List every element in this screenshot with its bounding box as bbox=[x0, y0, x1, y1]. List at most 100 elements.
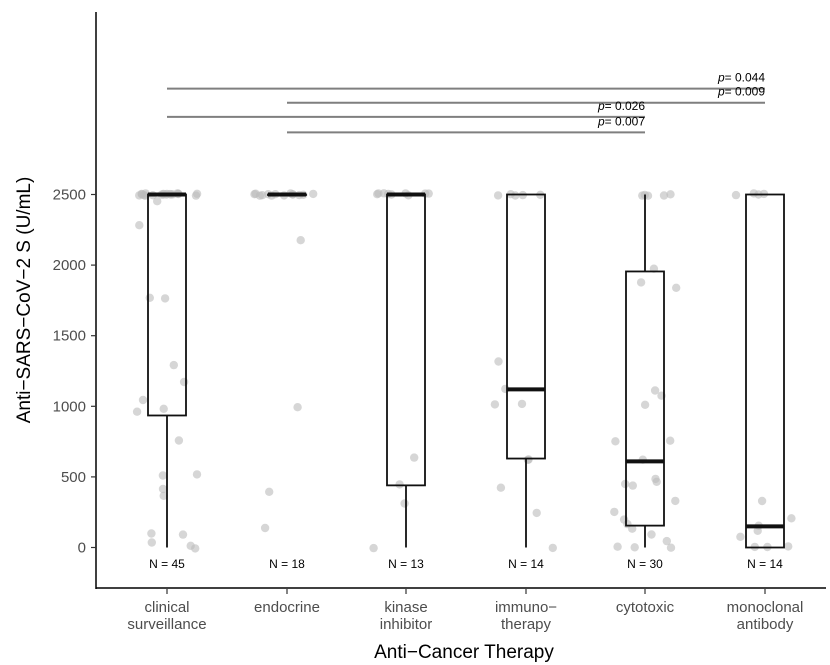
p-value-label: p= 0.026 bbox=[597, 99, 645, 113]
data-point bbox=[400, 499, 409, 508]
data-point bbox=[757, 496, 767, 506]
x-tick-label: kinase bbox=[384, 599, 427, 616]
p-value-label: p= 0.007 bbox=[597, 114, 645, 128]
data-point bbox=[135, 221, 144, 230]
data-point bbox=[265, 487, 274, 496]
data-point bbox=[159, 404, 168, 413]
data-point bbox=[191, 544, 200, 553]
data-point bbox=[139, 191, 149, 200]
x-tick-label: cytotoxic bbox=[616, 599, 675, 616]
x-tick-label: clinical bbox=[144, 599, 189, 616]
y-tick-label: 2000 bbox=[53, 257, 86, 274]
y-axis-title: Anti−SARS−CoV−2 S (U/mL) bbox=[14, 177, 35, 424]
data-point bbox=[178, 530, 188, 539]
data-point bbox=[309, 189, 318, 199]
data-point bbox=[490, 400, 500, 409]
axes bbox=[95, 12, 826, 589]
x-tick-label: antibody bbox=[737, 616, 794, 633]
data-point bbox=[169, 360, 178, 370]
data-point bbox=[158, 484, 168, 494]
y-ticks: 0 500 1000 1500 2000 2500 bbox=[53, 187, 96, 557]
data-point bbox=[158, 471, 168, 480]
data-point bbox=[523, 455, 533, 464]
y-tick-label: 500 bbox=[61, 469, 86, 486]
x-tick-label: therapy bbox=[501, 616, 552, 633]
data-point bbox=[379, 189, 389, 198]
box-body bbox=[506, 193, 546, 460]
boxes bbox=[147, 192, 785, 549]
y-tick-label: 2500 bbox=[53, 187, 86, 204]
data-point bbox=[494, 357, 503, 366]
data-point bbox=[666, 436, 675, 445]
data-point bbox=[174, 436, 184, 445]
data-point bbox=[787, 514, 796, 523]
data-point bbox=[145, 293, 154, 302]
n-label: N = 13 bbox=[388, 557, 424, 571]
data-point bbox=[672, 283, 681, 292]
data-point bbox=[258, 191, 267, 200]
p-value-label: p= 0.009 bbox=[717, 85, 765, 99]
data-point bbox=[652, 477, 661, 486]
data-point bbox=[650, 386, 660, 395]
data-point bbox=[147, 538, 156, 547]
data-point bbox=[159, 491, 168, 500]
n-labels: N = 45 N = 18 N = 13 N = 14 N = 30 N = 14 bbox=[149, 557, 783, 571]
data-point bbox=[369, 543, 378, 553]
data-point bbox=[160, 294, 170, 303]
data-point bbox=[784, 542, 793, 551]
jitter-points bbox=[132, 189, 796, 553]
data-point bbox=[636, 278, 646, 287]
data-point bbox=[293, 403, 302, 412]
data-point bbox=[496, 483, 506, 492]
n-label: N = 14 bbox=[747, 557, 783, 571]
data-point bbox=[532, 508, 541, 518]
data-point bbox=[147, 529, 156, 538]
n-label: N = 45 bbox=[149, 557, 185, 571]
x-tick-label: endocrine bbox=[254, 599, 320, 616]
data-point bbox=[517, 399, 527, 409]
data-point bbox=[643, 191, 653, 200]
data-point bbox=[628, 481, 637, 490]
y-tick-label: 0 bbox=[78, 540, 86, 557]
data-point bbox=[251, 189, 260, 198]
data-point bbox=[611, 437, 620, 446]
data-point bbox=[192, 470, 202, 479]
data-point bbox=[192, 189, 202, 198]
n-label: N = 18 bbox=[269, 557, 305, 571]
data-point bbox=[410, 453, 419, 462]
data-point bbox=[613, 542, 622, 551]
data-point bbox=[493, 191, 503, 200]
data-point bbox=[736, 532, 745, 541]
box-body bbox=[745, 193, 785, 549]
x-tick-label: immuno− bbox=[495, 599, 557, 616]
data-point bbox=[610, 507, 619, 517]
data-point bbox=[373, 190, 382, 199]
n-label: N = 30 bbox=[627, 557, 663, 571]
x-tick-label: monoclonal bbox=[727, 599, 804, 616]
data-point bbox=[132, 407, 142, 416]
data-point bbox=[296, 236, 305, 245]
data-point bbox=[628, 524, 637, 533]
data-point bbox=[260, 523, 270, 533]
data-point bbox=[753, 526, 762, 535]
data-point bbox=[630, 543, 639, 552]
data-point bbox=[671, 496, 680, 506]
n-label: N = 14 bbox=[508, 557, 544, 571]
data-point bbox=[179, 377, 189, 387]
data-point bbox=[647, 530, 656, 539]
box-body bbox=[386, 193, 426, 487]
data-point bbox=[659, 191, 669, 200]
x-tick-label: inhibitor bbox=[380, 616, 433, 633]
data-point bbox=[395, 480, 404, 489]
data-point bbox=[731, 190, 741, 200]
x-tick-label: surveillance bbox=[127, 616, 206, 633]
data-point bbox=[662, 536, 671, 546]
data-point bbox=[548, 543, 557, 553]
y-tick-label: 1000 bbox=[53, 398, 86, 415]
data-point bbox=[640, 400, 650, 409]
data-point bbox=[749, 189, 758, 198]
data-point bbox=[666, 190, 675, 199]
data-point bbox=[138, 395, 148, 405]
